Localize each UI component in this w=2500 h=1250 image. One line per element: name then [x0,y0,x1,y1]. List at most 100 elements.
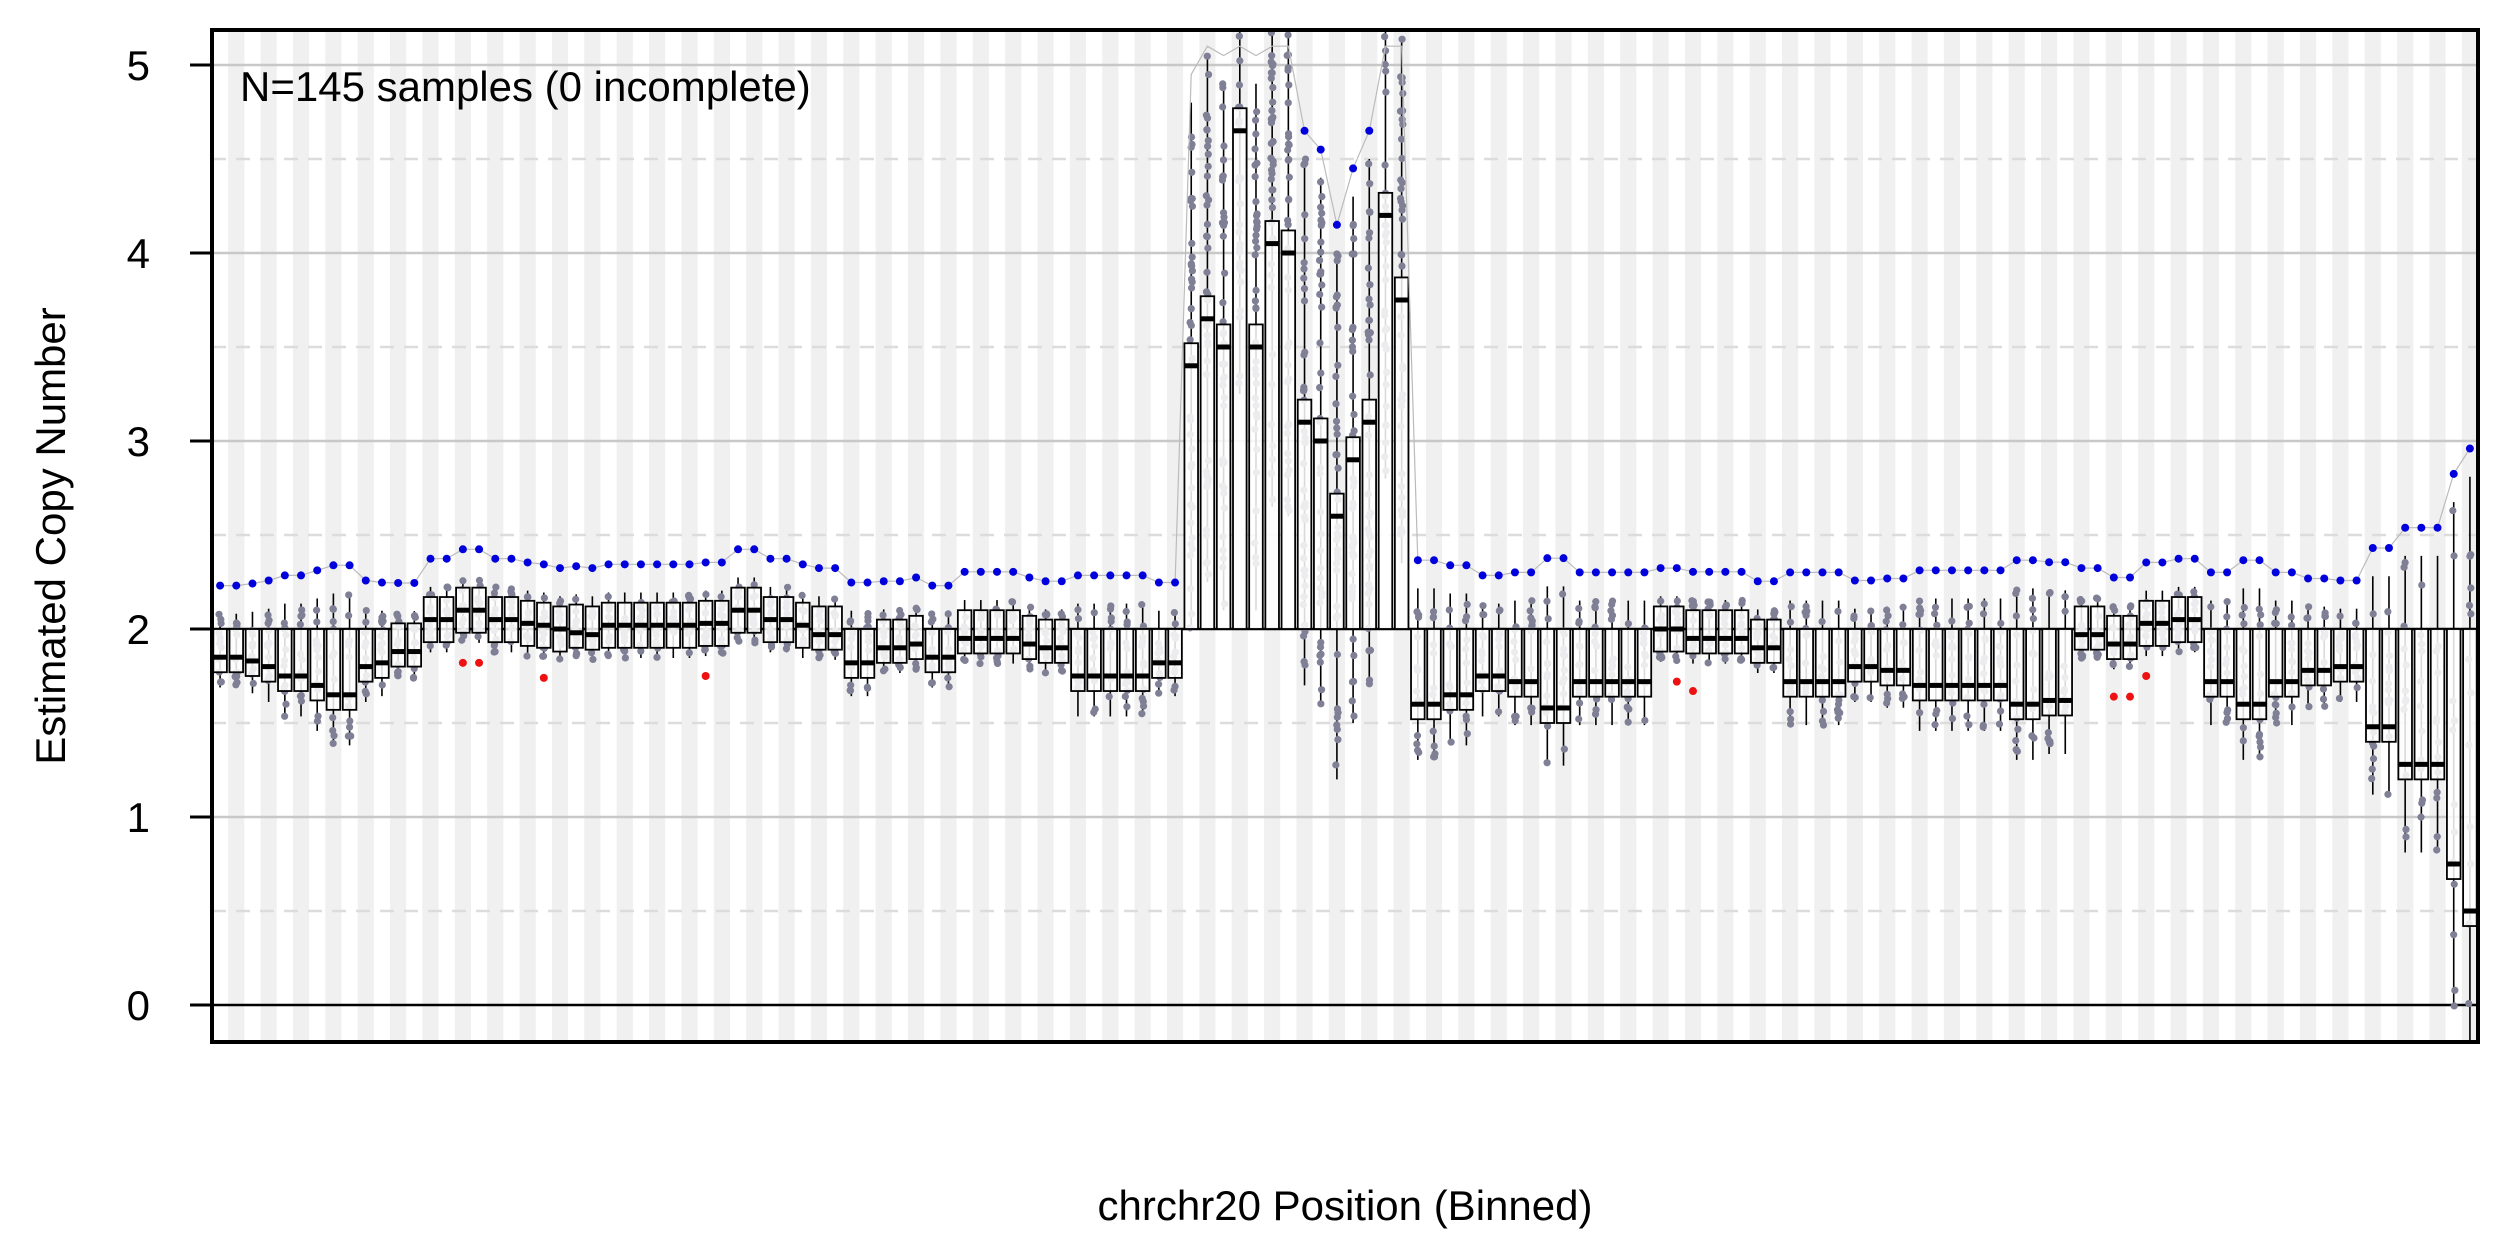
sample-point [1334,323,1342,332]
sample-point [524,593,532,601]
sample-point [2400,563,2408,571]
bin-box [1102,628,1119,692]
sample-point [1398,35,1406,43]
sample-point [1348,325,1356,334]
bin-box [876,618,892,664]
sample-point [1284,21,1291,28]
sample-point [1658,654,1666,662]
sample-point [347,732,355,740]
high-outlier-point [1980,566,1989,575]
bin-box [2267,628,2284,698]
sample-point [1365,316,1374,324]
sample-point [2111,606,2119,615]
sample-point [345,611,353,620]
bin-box [1151,628,1167,679]
sample-point [1333,650,1342,659]
sample-point [1252,225,1261,233]
high-outlier-point [1672,564,1681,573]
sample-point [2433,794,2441,802]
sample-point [1382,88,1390,96]
high-outlier-point [345,561,354,570]
high-outlier-point [2449,469,2458,478]
sample-point [2256,753,2264,761]
sample-point [362,606,370,615]
sample-point [1965,619,1973,627]
bin-box [892,618,908,664]
high-outlier-point [2304,574,2313,583]
sample-point [2400,622,2408,630]
bin-box [924,628,940,674]
sample-point [1252,286,1260,294]
sample-point [2014,725,2022,733]
sample-point [587,648,596,657]
sample-point [345,723,354,731]
high-outlier-point [1494,571,1503,580]
bin-box [811,605,827,651]
sample-point [2450,880,2458,888]
high-outlier-point [2012,556,2021,565]
high-outlier-point [1656,564,1665,573]
sample-point [2028,732,2036,740]
sample-point [1769,664,1777,672]
bin-box [228,628,244,674]
sample-point [1382,1,1389,8]
high-outlier-point [1931,566,1940,575]
sample-point [1786,720,1795,728]
sample-point [1170,608,1178,617]
high-outlier-point [394,578,403,587]
sample-point [1300,259,1308,267]
sample-point [1138,601,1146,609]
sample-point [1251,161,1259,169]
high-outlier-point [1090,571,1099,580]
sample-point [2239,724,2247,732]
sample-point [637,647,645,655]
low-outlier-point [475,658,484,667]
sample-point [1413,740,1421,748]
sample-point [1867,621,1875,630]
bin-box [212,628,228,674]
high-outlier-point [1705,567,1714,576]
sample-point [2335,694,2344,703]
sample-point [490,641,498,650]
sample-point [2239,737,2247,745]
sample-point [1317,238,1325,246]
sample-point [474,632,482,641]
sample-point [1963,712,1971,720]
sample-point [1026,603,1035,611]
sample-point [1915,597,1924,605]
sample-point [1284,99,1292,107]
sample-point [1301,159,1309,167]
sample-point [1560,745,1568,753]
high-outlier-point [1786,568,1795,577]
high-outlier-point [2368,544,2377,553]
sample-point [1235,81,1244,89]
bin-box [2009,628,2025,721]
bin-box [2316,628,2332,687]
sample-point [1269,137,1277,146]
sample-point [1397,250,1405,259]
sample-point [1219,209,1228,217]
sample-point [1188,267,1196,275]
high-outlier-point [717,558,726,567]
sample-point [1204,162,1212,170]
sample-point [1301,211,1309,219]
sample-point [1819,707,1828,716]
high-outlier-point [280,571,289,580]
bin-box [2219,628,2235,698]
sample-point [1301,235,1309,243]
bin-box [956,609,973,655]
sample-point [1122,607,1130,616]
sample-point [1365,208,1374,216]
bin-band [1490,30,1507,1042]
sample-point [2384,608,2392,616]
sample-point [2287,613,2295,621]
bin-band [2073,30,2090,1042]
sample-point [1284,0,1291,1]
bin-box [859,628,876,679]
sample-point [1332,293,1341,301]
bin-box [325,628,342,711]
bin-box [2462,628,2478,927]
sample-point [1121,692,1129,701]
bin-box [1879,628,1895,687]
high-outlier-point [1527,568,1536,577]
